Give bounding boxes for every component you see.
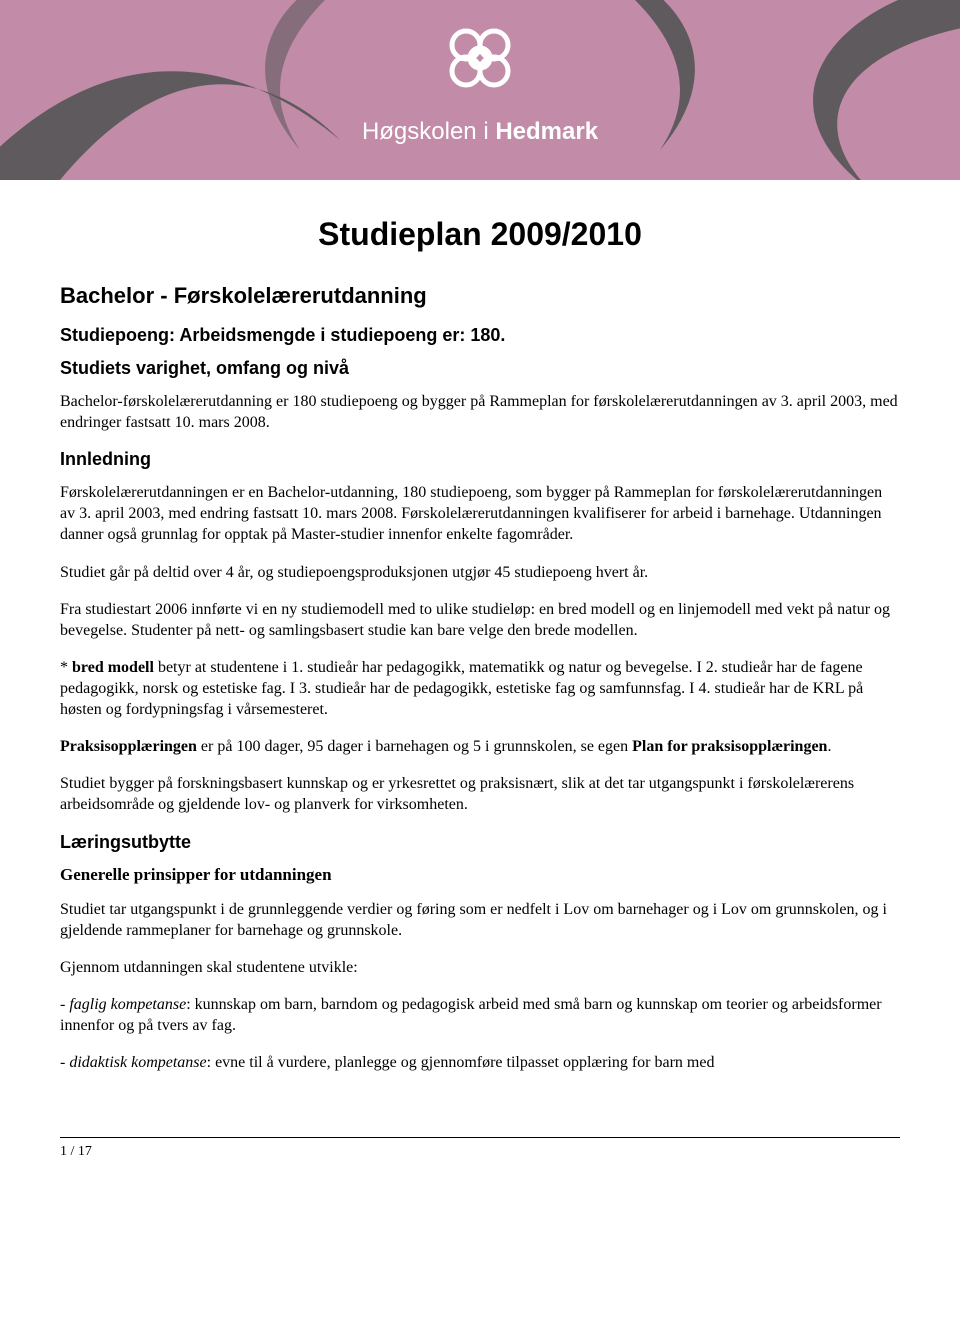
didaktisk-pre: - [60,1054,69,1071]
page-number: 1 / 17 [0,1138,960,1176]
principles-subtitle: Generelle prinsipper for utdanningen [60,865,900,885]
intro-para-3: Fra studiestart 2006 innførte vi en ny s… [60,599,900,641]
intro-heading: Innledning [60,449,900,470]
duration-heading: Studiets varighet, omfang og nivå [60,358,900,379]
principles-para: Studiet tar utgangspunkt i de grunnlegge… [60,899,900,941]
bullet-faglig: - faglig kompetanse: kunnskap om barn, b… [60,994,900,1036]
didaktisk-post: : evne til å vurdere, planlegge og gjenn… [207,1054,715,1071]
bred-pre: * [60,659,72,676]
program-heading: Bachelor - Førskolelærerutdanning [60,283,900,309]
institution-name: Høgskolen i Hedmark [0,118,960,146]
document-body: Studieplan 2009/2010 Bachelor - Førskole… [0,180,960,1109]
intro-para-2: Studiet går på deltid over 4 år, og stud… [60,562,900,583]
praksis-bold1: Praksisopplæringen [60,738,197,755]
research-para: Studiet bygger på forskningsbasert kunns… [60,773,900,815]
praksis-bold2: Plan for praksisopplæringen [632,738,827,755]
institution-prefix: Høgskolen i [362,118,495,145]
bred-modell-para: * bred modell betyr at studentene i 1. s… [60,657,900,720]
outcome-heading: Læringsutbytte [60,832,900,853]
praksis-mid: er på 100 dager, 95 dager i barnehagen o… [197,738,632,755]
bred-post: betyr at studentene i 1. studieår har pe… [60,659,863,718]
didaktisk-italic: didaktisk kompetanse [69,1054,206,1071]
page-title: Studieplan 2009/2010 [60,216,900,253]
banner-graphic [0,0,960,180]
header-banner: Høgskolen i Hedmark [0,0,960,180]
faglig-italic: faglig kompetanse [69,996,186,1013]
duration-text: Bachelor-førskolelærerutdanning er 180 s… [60,391,900,433]
bullet-didaktisk: - didaktisk kompetanse: evne til å vurde… [60,1052,900,1073]
credits-heading: Studiepoeng: Arbeidsmengde i studiepoeng… [60,325,900,346]
bred-bold: bred modell [72,659,154,676]
develop-para: Gjennom utdanningen skal studentene utvi… [60,957,900,978]
praksis-end: . [827,738,831,755]
intro-para-1: Førskolelærerutdanningen er en Bachelor-… [60,482,900,545]
faglig-pre: - [60,996,69,1013]
institution-bold: Hedmark [495,118,598,145]
praksis-para: Praksisopplæringen er på 100 dager, 95 d… [60,736,900,757]
